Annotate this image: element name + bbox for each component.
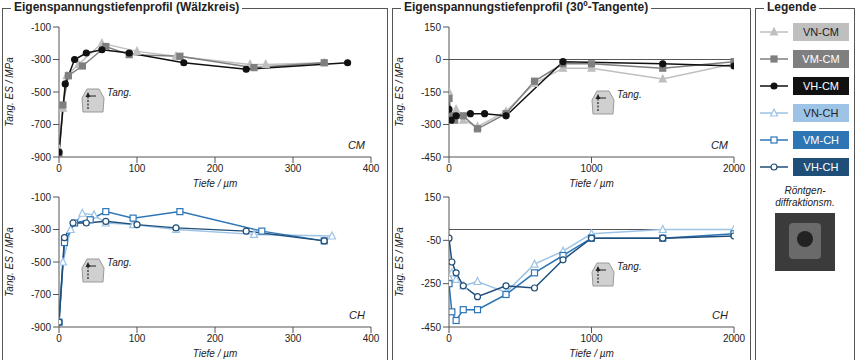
- svg-text:1000: 1000: [580, 163, 603, 174]
- svg-text:-150: -150: [421, 87, 441, 98]
- svg-text:150: 150: [424, 22, 441, 33]
- html-text:VM-CH: VM-CH: [803, 134, 839, 146]
- svg-text:-700: -700: [31, 289, 51, 300]
- svg-text:-50: -50: [427, 235, 442, 246]
- svg-text:-900: -900: [31, 152, 51, 163]
- svg-text:Tang. ES / MPa: Tang. ES / MPa: [4, 57, 15, 127]
- svg-text:-500: -500: [31, 257, 51, 268]
- svg-text:-700: -700: [31, 119, 51, 130]
- html-text:Legende: Legende: [767, 0, 817, 14]
- svg-text:Tiefe / µm: Tiefe / µm: [193, 178, 238, 189]
- svg-text:0: 0: [446, 333, 452, 344]
- svg-text:-100: -100: [31, 192, 51, 203]
- svg-text:400: 400: [363, 163, 380, 174]
- svg-text:-300: -300: [421, 119, 441, 130]
- svg-text:100: 100: [129, 163, 146, 174]
- svg-text:Tang. ES / MPa: Tang. ES / MPa: [394, 227, 405, 297]
- html-text:Eigenspannungstiefenprofil (30: Eigenspannungstiefenprofil (30º-Tangente…: [404, 0, 649, 14]
- svg-text:100: 100: [129, 333, 146, 344]
- svg-text:0: 0: [56, 163, 62, 174]
- html-text:diffraktionsm.: diffraktionsm.: [775, 197, 835, 208]
- svg-text:Tang. ES / MPa: Tang. ES / MPa: [394, 57, 405, 127]
- svg-text:0: 0: [56, 333, 62, 344]
- html-text:Tang.: Tang.: [107, 257, 132, 268]
- svg-text:-100: -100: [31, 22, 51, 33]
- html-text:CH: CH: [349, 309, 365, 321]
- html-text:CH: CH: [712, 309, 728, 321]
- svg-text:2000: 2000: [723, 333, 746, 344]
- svg-text:1000: 1000: [580, 333, 603, 344]
- svg-text:Tiefe / µm: Tiefe / µm: [569, 178, 614, 189]
- svg-text:Tang. ES / MPa: Tang. ES / MPa: [4, 227, 15, 297]
- svg-text:2000: 2000: [723, 163, 746, 174]
- svg-text:Tiefe / µm: Tiefe / µm: [569, 348, 614, 359]
- svg-text:-900: -900: [31, 322, 51, 333]
- svg-text:-450: -450: [421, 322, 441, 333]
- svg-text:Tiefe / µm: Tiefe / µm: [193, 348, 238, 359]
- html-text:VH-CH: VH-CH: [803, 161, 839, 173]
- svg-text:-300: -300: [31, 54, 51, 65]
- html-text:CM: CM: [710, 139, 728, 151]
- svg-text:0: 0: [435, 54, 441, 65]
- svg-text:0: 0: [446, 163, 452, 174]
- html-text:VN-CH: VN-CH: [803, 107, 839, 119]
- svg-text:300: 300: [285, 163, 302, 174]
- html-text:Röntgen-: Röntgen-: [784, 185, 826, 196]
- html-text:Eigenspannungstiefenprofil (Wä: Eigenspannungstiefenprofil (Wälzkreis): [14, 0, 240, 14]
- svg-text:150: 150: [424, 192, 441, 203]
- svg-text:200: 200: [207, 163, 224, 174]
- html-text:CM: CM: [347, 139, 365, 151]
- html-text:Tang.: Tang.: [617, 89, 642, 100]
- svg-text:-450: -450: [421, 152, 441, 163]
- html-text:VH-CM: VH-CM: [803, 80, 839, 92]
- svg-text:200: 200: [207, 333, 224, 344]
- svg-text:-300: -300: [31, 224, 51, 235]
- html-text:Tang.: Tang.: [617, 261, 642, 272]
- svg-text:-500: -500: [31, 87, 51, 98]
- html-text:VM-CM: VM-CM: [802, 53, 840, 65]
- svg-text:300: 300: [285, 333, 302, 344]
- html-text:Tang.: Tang.: [107, 87, 132, 98]
- svg-text:400: 400: [363, 333, 380, 344]
- svg-text:-250: -250: [421, 278, 441, 289]
- html-text:VN-CM: VN-CM: [803, 26, 839, 38]
